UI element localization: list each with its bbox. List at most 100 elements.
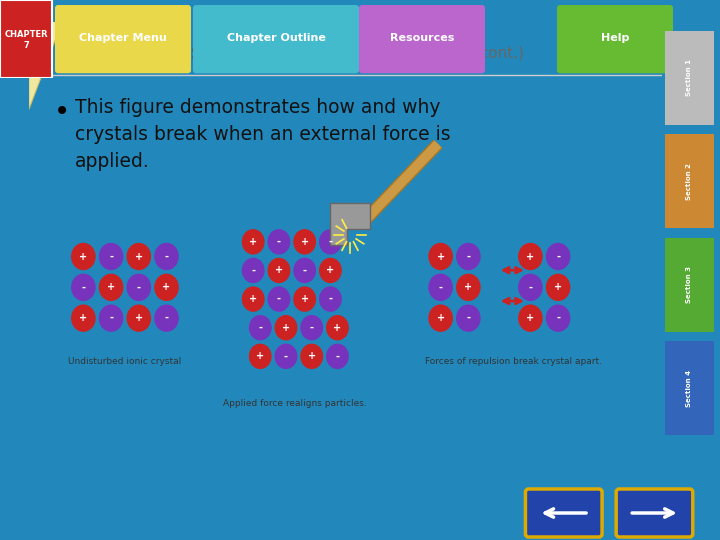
- Text: +: +: [526, 252, 534, 261]
- Circle shape: [71, 243, 96, 270]
- Text: -: -: [277, 294, 281, 304]
- Text: Properties of Ionic Compounds: Properties of Ionic Compounds: [66, 41, 477, 65]
- Text: -: -: [556, 313, 560, 323]
- Circle shape: [242, 286, 265, 312]
- Circle shape: [99, 305, 123, 332]
- Circle shape: [99, 274, 123, 301]
- Text: CHAPTER
7: CHAPTER 7: [4, 30, 48, 50]
- Text: -: -: [302, 266, 307, 275]
- FancyBboxPatch shape: [193, 5, 359, 73]
- Circle shape: [428, 305, 453, 332]
- Circle shape: [546, 274, 570, 301]
- Circle shape: [319, 258, 342, 283]
- Text: Section 3: Section 3: [686, 266, 693, 303]
- Circle shape: [268, 229, 290, 254]
- Text: +: +: [135, 313, 143, 323]
- Text: -: -: [109, 252, 113, 261]
- Circle shape: [127, 274, 151, 301]
- Text: -: -: [109, 313, 113, 323]
- Text: -: -: [467, 313, 470, 323]
- Text: Undisturbed ionic crystal: Undisturbed ionic crystal: [68, 357, 181, 366]
- FancyBboxPatch shape: [665, 238, 714, 332]
- Circle shape: [249, 315, 271, 340]
- Text: Chapter Menu: Chapter Menu: [79, 33, 167, 43]
- Circle shape: [326, 343, 349, 369]
- Circle shape: [293, 286, 316, 312]
- Text: +: +: [307, 352, 316, 361]
- Text: -: -: [438, 282, 443, 292]
- Text: -: -: [251, 266, 255, 275]
- Text: -: -: [528, 282, 532, 292]
- FancyBboxPatch shape: [665, 341, 714, 435]
- Text: -: -: [467, 252, 470, 261]
- FancyBboxPatch shape: [0, 0, 52, 78]
- Text: -: -: [165, 252, 168, 261]
- Circle shape: [319, 286, 342, 312]
- Text: -: -: [284, 352, 288, 361]
- Circle shape: [546, 305, 570, 332]
- Circle shape: [71, 274, 96, 301]
- Text: -: -: [328, 294, 333, 304]
- Text: Help: Help: [600, 33, 629, 43]
- Circle shape: [293, 258, 316, 283]
- Circle shape: [268, 286, 290, 312]
- Circle shape: [319, 229, 342, 254]
- Text: +: +: [107, 282, 115, 292]
- FancyBboxPatch shape: [557, 5, 673, 73]
- Text: +: +: [275, 266, 283, 275]
- Text: +: +: [256, 352, 264, 361]
- Polygon shape: [29, 22, 62, 110]
- Text: +: +: [135, 252, 143, 261]
- Circle shape: [456, 305, 481, 332]
- Text: Applied force realigns particles.: Applied force realigns particles.: [223, 399, 367, 408]
- Text: Section 4: Section 4: [686, 369, 693, 407]
- Text: +: +: [79, 313, 87, 323]
- Circle shape: [154, 243, 179, 270]
- Text: Forces of repulsion break crystal apart.: Forces of repulsion break crystal apart.: [425, 357, 602, 366]
- Circle shape: [518, 243, 543, 270]
- Circle shape: [154, 274, 179, 301]
- Text: +: +: [282, 323, 290, 333]
- Circle shape: [242, 229, 265, 254]
- Text: +: +: [436, 313, 445, 323]
- Text: -: -: [258, 323, 262, 333]
- Circle shape: [456, 243, 481, 270]
- Text: This figure demonstrates how and why
crystals break when an external force is
ap: This figure demonstrates how and why cry…: [75, 98, 450, 171]
- Text: -: -: [328, 237, 333, 247]
- FancyBboxPatch shape: [526, 489, 602, 537]
- FancyBboxPatch shape: [359, 5, 485, 73]
- Text: +: +: [333, 323, 341, 333]
- Circle shape: [274, 315, 297, 340]
- Text: +: +: [249, 294, 257, 304]
- Text: +: +: [436, 252, 445, 261]
- Circle shape: [428, 243, 453, 270]
- Text: +: +: [526, 313, 534, 323]
- Text: +: +: [249, 237, 257, 247]
- Circle shape: [518, 274, 543, 301]
- Circle shape: [428, 274, 453, 301]
- Circle shape: [546, 243, 570, 270]
- Circle shape: [274, 343, 297, 369]
- Text: Section 1: Section 1: [686, 59, 693, 97]
- Text: (cont.): (cont.): [469, 45, 524, 60]
- Text: •: •: [53, 98, 70, 126]
- Circle shape: [154, 305, 179, 332]
- Circle shape: [242, 258, 265, 283]
- Text: -: -: [81, 282, 86, 292]
- Circle shape: [71, 305, 96, 332]
- Circle shape: [127, 243, 151, 270]
- Text: +: +: [464, 282, 472, 292]
- Circle shape: [456, 274, 481, 301]
- Circle shape: [293, 229, 316, 254]
- Text: +: +: [301, 294, 309, 304]
- Text: Resources: Resources: [390, 33, 454, 43]
- Text: +: +: [163, 282, 171, 292]
- Text: -: -: [310, 323, 314, 333]
- Circle shape: [300, 315, 323, 340]
- Text: -: -: [137, 282, 141, 292]
- FancyBboxPatch shape: [665, 31, 714, 125]
- Circle shape: [249, 343, 271, 369]
- Text: Section 2: Section 2: [686, 163, 693, 200]
- FancyBboxPatch shape: [665, 134, 714, 228]
- Text: +: +: [79, 252, 87, 261]
